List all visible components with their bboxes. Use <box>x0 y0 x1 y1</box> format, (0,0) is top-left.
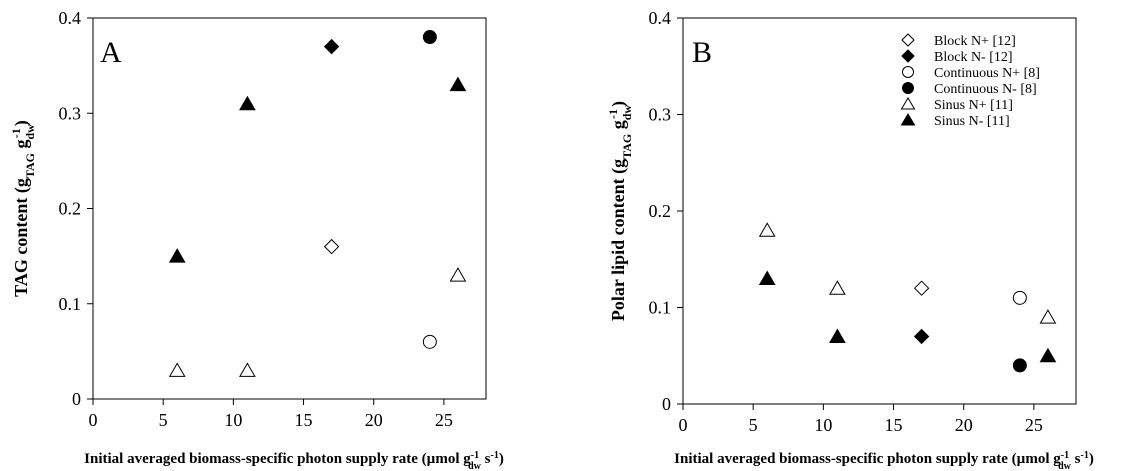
data-point-circle-filled <box>1012 358 1027 373</box>
x-tick-label: 25 <box>1025 415 1043 435</box>
legend-item: Continuous N- [8] <box>902 82 1037 97</box>
legend-label: Continuous N- [8] <box>934 82 1037 97</box>
x-axis-title: Initial averaged biomass-specific photon… <box>674 450 1094 471</box>
legend-label: Sinus N- [11] <box>934 114 1010 129</box>
legend-marker-triangle-open <box>900 97 916 110</box>
y-tick-label: 0.4 <box>59 8 82 28</box>
legend-label: Sinus N+ [11] <box>934 98 1013 113</box>
x-tick-label: 20 <box>955 415 973 435</box>
y-axis-title: TAG content (gTAG gdw-1) <box>9 120 37 297</box>
x-tick-label: 10 <box>224 410 242 430</box>
legend-item: Block N- [12] <box>901 49 1013 65</box>
legend-marker-circle-open <box>902 66 914 78</box>
legend-marker-triangle-filled <box>900 113 916 126</box>
data-point-triangle-open <box>758 222 776 237</box>
legend-item: Continuous N+ [8] <box>902 66 1040 81</box>
legend: Block N+ [12]Block N- [12]Continuous N+ … <box>900 33 1040 129</box>
x-tick-label: 20 <box>365 410 383 430</box>
x-tick-label: 0 <box>679 415 688 435</box>
y-tick-label: 0.1 <box>59 294 82 314</box>
legend-marker-diamond-filled <box>901 49 915 63</box>
legend-item: Sinus N- [11] <box>900 113 1010 129</box>
data-point-triangle-filled <box>1039 347 1057 363</box>
y-tick-label: 0.2 <box>59 199 82 219</box>
data-point-diamond-filled <box>323 38 340 55</box>
x-axis-title: Initial averaged biomass-specific photon… <box>84 450 504 471</box>
data-point-triangle-filled <box>829 328 846 343</box>
legend-label: Block N- [12] <box>934 50 1013 65</box>
series-sinus_nm <box>758 270 1057 363</box>
x-tick-label: 0 <box>89 410 98 430</box>
data-point-triangle-filled <box>449 76 467 92</box>
panel-a: 0 5 10 15 20 25 0 0.1 0.2 0.3 0.4 Initial averaged … <box>9 8 504 471</box>
series-block_np <box>913 280 930 296</box>
series-cont_nm <box>422 30 437 45</box>
data-point-circle-open <box>422 334 437 349</box>
series-cont_nm <box>1012 358 1027 373</box>
series-cont_np <box>422 334 437 349</box>
y-tick-label: 0.3 <box>649 105 672 125</box>
panel-letter: A <box>100 36 122 69</box>
data-point-triangle-filled <box>168 248 186 263</box>
x-tick-label: 15 <box>885 415 903 435</box>
panel-b: 0 5 10 15 20 25 0 0.1 0.2 0.3 0.4 Initial averaged … <box>606 8 1094 471</box>
data-point-diamond-filled <box>913 328 930 345</box>
data-point-triangle-open <box>239 362 256 377</box>
series-sinus_np <box>758 222 1057 324</box>
legend-marker-circle-filled <box>902 82 914 94</box>
data-point-circle-open <box>1012 290 1027 305</box>
y-tick-label: 0.3 <box>59 103 82 123</box>
data-point-triangle-open <box>168 362 186 377</box>
data-point-diamond-open <box>913 280 930 296</box>
series-block_nm <box>323 38 340 55</box>
data-point-diamond-open <box>323 238 340 255</box>
data-point-triangle-filled <box>239 95 256 111</box>
x-tick-label: 10 <box>814 415 832 435</box>
y-axis-title: Polar lipid content (gTAG gdw-1) <box>606 101 634 321</box>
data-point-triangle-open <box>449 267 467 282</box>
series-cont_np <box>1012 290 1027 305</box>
series-sinus_np <box>168 267 467 377</box>
x-tick-label: 25 <box>435 410 453 430</box>
panel-letter: B <box>692 36 712 69</box>
legend-marker-diamond-open <box>901 33 915 47</box>
y-tick-label: 0 <box>72 389 81 409</box>
legend-label: Block N+ [12] <box>934 34 1016 49</box>
y-tick-label: 0 <box>662 394 671 414</box>
data-point-triangle-filled <box>758 270 776 286</box>
x-tick-label: 15 <box>295 410 313 430</box>
x-tick-label: 5 <box>749 415 758 435</box>
data-point-triangle-open <box>1039 309 1057 324</box>
data-point-triangle-open <box>829 280 846 295</box>
legend-item: Sinus N+ [11] <box>900 97 1013 113</box>
x-tick-label: 5 <box>159 410 168 430</box>
y-tick-label: 0.1 <box>649 298 672 318</box>
y-tick-label: 0.4 <box>649 8 672 28</box>
legend-item: Block N+ [12] <box>901 33 1016 49</box>
y-tick-label: 0.2 <box>649 201 672 221</box>
series-block_np <box>323 238 340 255</box>
data-point-circle-filled <box>422 30 437 45</box>
legend-label: Continuous N+ [8] <box>934 66 1040 81</box>
series-block_nm <box>913 328 930 345</box>
series-sinus_nm <box>168 76 467 263</box>
